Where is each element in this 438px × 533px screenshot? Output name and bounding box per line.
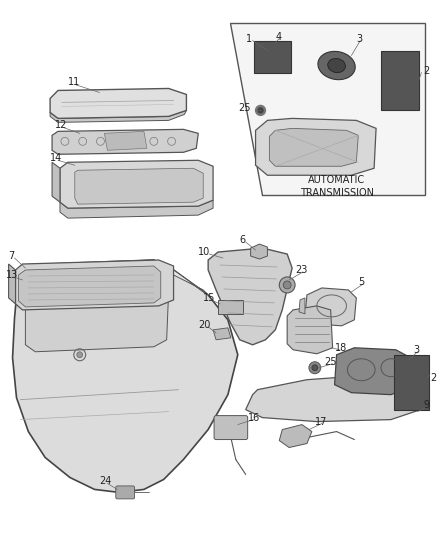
Bar (381, 51, 419, 110)
FancyBboxPatch shape (214, 416, 247, 440)
Polygon shape (25, 285, 169, 352)
Circle shape (283, 281, 291, 289)
Polygon shape (246, 375, 420, 422)
Bar (254, 41, 291, 72)
Polygon shape (299, 298, 305, 314)
Circle shape (255, 106, 265, 116)
FancyBboxPatch shape (116, 486, 134, 499)
Text: 17: 17 (315, 417, 327, 426)
Text: 9: 9 (424, 400, 430, 410)
Polygon shape (305, 288, 357, 326)
Text: 2: 2 (424, 66, 430, 76)
Text: 25: 25 (325, 357, 337, 367)
Bar (394, 355, 429, 410)
Polygon shape (269, 128, 358, 166)
Text: 15: 15 (203, 293, 215, 303)
Polygon shape (75, 168, 203, 204)
Polygon shape (251, 244, 268, 259)
Polygon shape (213, 328, 231, 340)
Text: 18: 18 (335, 343, 347, 353)
Polygon shape (9, 264, 15, 304)
Text: 14: 14 (50, 154, 62, 163)
Text: 1: 1 (246, 34, 252, 44)
Text: 2: 2 (431, 373, 437, 383)
Circle shape (258, 108, 263, 113)
Text: 23: 23 (295, 265, 307, 275)
Text: 5: 5 (358, 277, 364, 287)
Bar (218, 300, 243, 314)
Text: 6: 6 (240, 235, 246, 245)
Polygon shape (335, 348, 411, 394)
Polygon shape (208, 248, 292, 345)
Circle shape (309, 362, 321, 374)
Text: AUTOMATIC
TRANSMISSION: AUTOMATIC TRANSMISSION (300, 175, 374, 198)
Polygon shape (50, 88, 187, 118)
Polygon shape (104, 131, 147, 150)
Text: 25: 25 (238, 103, 250, 114)
Polygon shape (18, 266, 161, 307)
Polygon shape (255, 118, 376, 175)
Polygon shape (52, 162, 60, 202)
Text: 7: 7 (9, 251, 15, 261)
Text: 13: 13 (6, 270, 18, 280)
Text: 11: 11 (68, 77, 80, 87)
Text: 16: 16 (247, 413, 260, 423)
Ellipse shape (318, 51, 355, 79)
Polygon shape (60, 160, 213, 208)
Circle shape (279, 277, 295, 293)
Text: 24: 24 (99, 477, 112, 487)
Text: 12: 12 (55, 120, 67, 131)
Polygon shape (22, 260, 208, 295)
Text: 3: 3 (413, 345, 420, 355)
Polygon shape (60, 200, 213, 218)
Polygon shape (230, 22, 425, 195)
Polygon shape (13, 260, 238, 492)
Circle shape (312, 365, 318, 371)
Polygon shape (15, 260, 173, 310)
Polygon shape (287, 306, 332, 354)
Circle shape (77, 352, 83, 358)
Ellipse shape (328, 59, 346, 72)
Text: 4: 4 (276, 31, 282, 42)
Polygon shape (50, 110, 187, 123)
Polygon shape (279, 425, 312, 448)
Text: 20: 20 (198, 320, 211, 330)
Text: 10: 10 (198, 247, 211, 257)
Polygon shape (52, 130, 198, 154)
Text: 3: 3 (357, 34, 363, 44)
